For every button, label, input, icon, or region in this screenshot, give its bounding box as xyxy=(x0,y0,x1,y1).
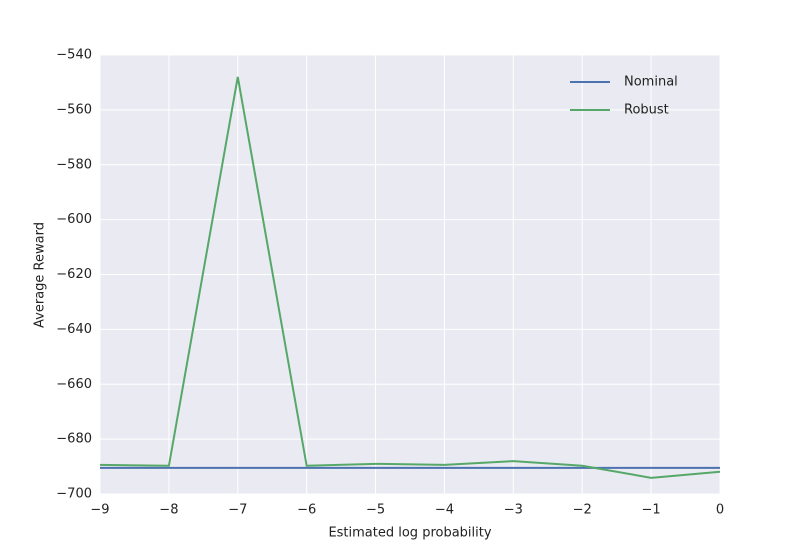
y-tick-label: −600 xyxy=(56,212,92,227)
x-tick-label: −7 xyxy=(228,503,247,518)
line-series xyxy=(99,76,721,479)
y-tick-label: −680 xyxy=(56,432,92,447)
y-tick-label: −580 xyxy=(56,157,92,172)
legend-label: Nominal xyxy=(624,75,678,90)
x-tick-label: −9 xyxy=(90,503,109,518)
y-tick-label: −660 xyxy=(56,377,92,392)
x-tick-label: 0 xyxy=(716,503,724,518)
y-tick-label: −540 xyxy=(56,48,92,63)
y-tick-label: −700 xyxy=(56,487,92,502)
x-tick-label: −3 xyxy=(504,503,523,518)
y-tick-label: −640 xyxy=(56,322,92,337)
x-tick-label: −8 xyxy=(159,503,178,518)
y-tick-label: −620 xyxy=(56,267,92,282)
x-tick-label: −2 xyxy=(573,503,592,518)
x-tick-label: −4 xyxy=(435,503,454,518)
y-tick-label: −560 xyxy=(56,102,92,117)
x-tick-label: −5 xyxy=(366,503,385,518)
x-tick-label: −6 xyxy=(297,503,316,518)
x-tick-label: −1 xyxy=(642,503,661,518)
x-axis-label: Estimated log probability xyxy=(328,526,491,541)
y-axis-label: Average Reward xyxy=(33,222,48,328)
legend-label: Robust xyxy=(624,103,669,118)
